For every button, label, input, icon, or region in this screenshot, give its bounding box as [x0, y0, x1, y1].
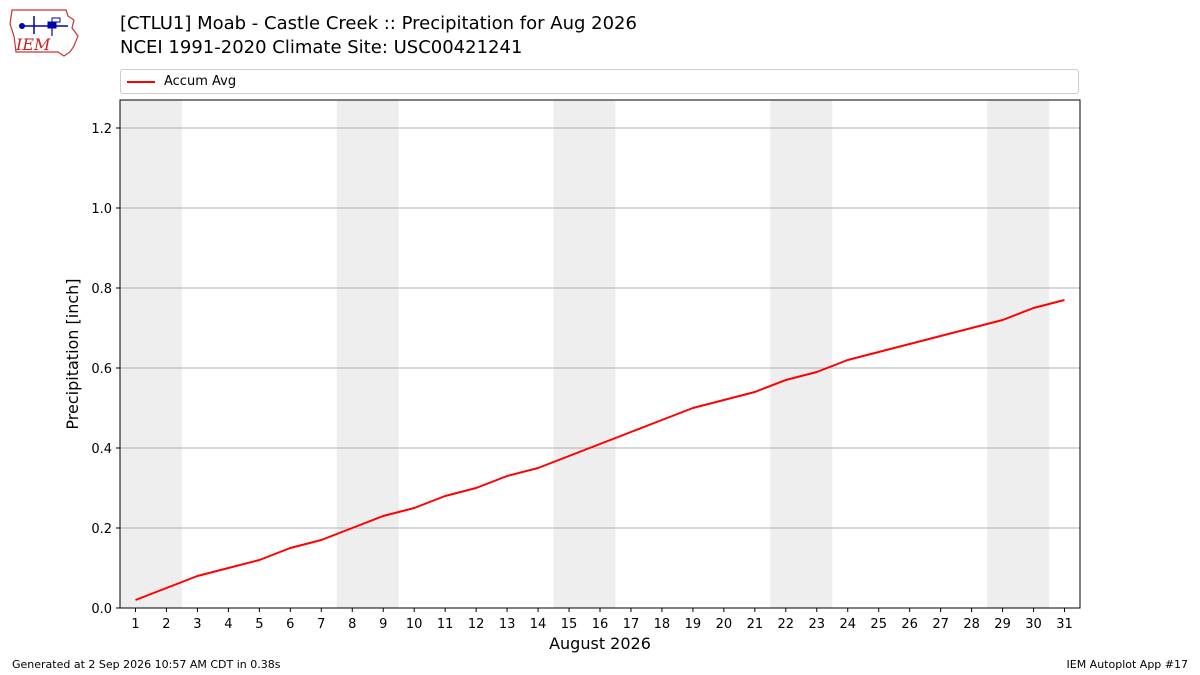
x-tick-label: 12 — [468, 617, 485, 632]
weather-station-icon — [19, 16, 68, 36]
x-tick-label: 30 — [1025, 617, 1042, 632]
x-tick-label: 11 — [437, 617, 454, 632]
x-tick-label: 23 — [809, 617, 826, 632]
x-tick-label: 10 — [406, 617, 423, 632]
x-tick-label: 25 — [870, 617, 887, 632]
x-tick-label: 29 — [994, 617, 1011, 632]
y-tick-label: 0.6 — [91, 362, 112, 377]
x-tick-label: 14 — [530, 617, 547, 632]
chart-title: [CTLU1] Moab - Castle Creek :: Precipita… — [120, 13, 637, 34]
x-tick-label: 27 — [932, 617, 949, 632]
x-tick-label: 4 — [224, 617, 232, 632]
chart-subtitle: NCEI 1991-2020 Climate Site: USC00421241 — [120, 37, 523, 58]
x-tick-label: 17 — [623, 617, 640, 632]
y-tick-label: 1.2 — [91, 122, 112, 137]
y-axis-label: Precipitation [inch] — [63, 278, 82, 429]
x-tick-label: 15 — [561, 617, 578, 632]
legend-swatch — [127, 81, 155, 83]
x-tick-label: 2 — [162, 617, 170, 632]
x-tick-label: 13 — [499, 617, 516, 632]
iowa-outline-icon — [9, 9, 79, 57]
series-line-accum-avg — [135, 299, 1065, 601]
y-tick-label: 0.8 — [91, 282, 112, 297]
footer-generated-text: Generated at 2 Sep 2026 10:57 AM CDT in … — [12, 658, 281, 671]
y-tick-label: 0.2 — [91, 522, 112, 537]
x-tick-label: 5 — [255, 617, 263, 632]
weekend-shade — [336, 100, 399, 608]
x-tick-label: 20 — [716, 617, 733, 632]
weekend-shade — [553, 100, 616, 608]
x-tick-label: 16 — [592, 617, 609, 632]
x-tick-label: 9 — [379, 617, 387, 632]
weekend-shade — [120, 100, 182, 608]
logo-text: IEM — [15, 35, 51, 54]
x-tick-label: 6 — [286, 617, 294, 632]
iem-logo: IEM — [9, 9, 79, 57]
x-tick-label: 8 — [348, 617, 356, 632]
y-tick-label: 0.0 — [91, 602, 112, 617]
chart-legend: Accum Avg — [120, 69, 1079, 94]
y-tick-label: 0.4 — [91, 442, 112, 457]
x-tick-label: 31 — [1056, 617, 1073, 632]
x-tick-label: 7 — [317, 617, 325, 632]
x-tick-label: 21 — [747, 617, 764, 632]
x-tick-label: 28 — [963, 617, 980, 632]
x-tick-label: 1 — [131, 617, 139, 632]
x-tick-label: 22 — [778, 617, 795, 632]
x-axis-label: August 2026 — [549, 634, 651, 653]
weekend-shade — [987, 100, 1050, 608]
x-tick-label: 18 — [654, 617, 671, 632]
x-tick-label: 26 — [901, 617, 918, 632]
x-tick-label: 19 — [685, 617, 702, 632]
x-tick-label: 24 — [839, 617, 856, 632]
weekend-shade — [770, 100, 833, 608]
x-tick-label: 3 — [193, 617, 201, 632]
legend-label: Accum Avg — [164, 74, 237, 89]
footer-app-text: IEM Autoplot App #17 — [1066, 658, 1189, 671]
y-tick-label: 1.0 — [91, 202, 112, 217]
